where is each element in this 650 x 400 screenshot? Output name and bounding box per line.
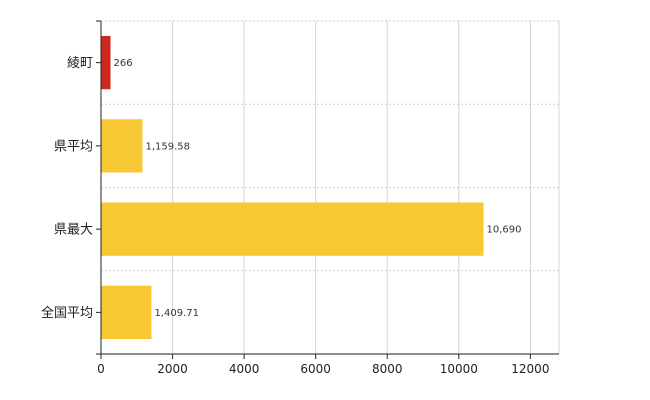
data-label-2: 10,690 — [487, 225, 522, 236]
x-tick-label-5: 10000 — [440, 362, 478, 376]
data-label-3: 1,409.71 — [154, 308, 199, 319]
category-label-0: 綾町 — [67, 55, 93, 71]
axes — [96, 20, 559, 359]
x-tick-label-6: 12000 — [511, 362, 549, 376]
data-label-1: 1,159.58 — [145, 141, 190, 152]
x-tick-label-4: 8000 — [372, 362, 403, 376]
bar-2 — [101, 202, 484, 256]
x-tick-label-1: 2000 — [157, 362, 188, 376]
bar-0 — [101, 35, 111, 90]
bars — [101, 35, 484, 340]
x-tick-label-3: 6000 — [300, 362, 331, 376]
category-label-3: 全国平均 — [41, 305, 93, 321]
x-tick-label-0: 0 — [97, 362, 105, 376]
data-label-0: 266 — [114, 58, 133, 69]
category-label-1: 県平均 — [54, 139, 93, 154]
grid-lines — [101, 20, 560, 354]
labels: 266 綾町 1,159.58 県平均 10,690 県最大 1,409.71 全国平均 0 20… — [41, 55, 549, 376]
bar-1 — [101, 119, 143, 173]
category-label-2: 県最大 — [54, 223, 93, 238]
x-tick-label-2: 4000 — [229, 362, 260, 376]
bar-3 — [101, 285, 152, 340]
